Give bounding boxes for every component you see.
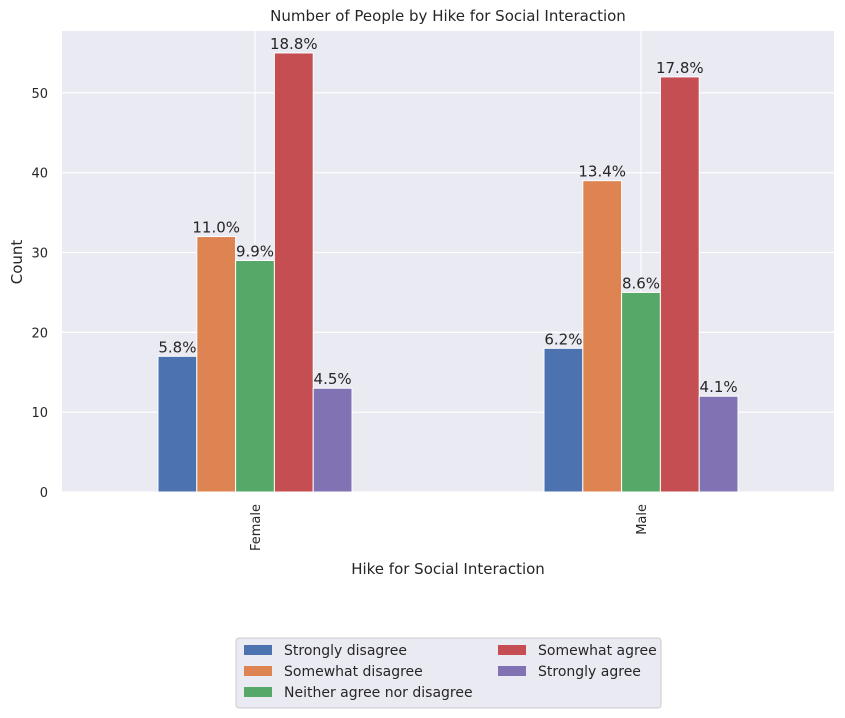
data-labels: 5.8% 6.2% 11.0% 13.4% 9.9% 8.6% 18.8% 17.8% 4.5%… [158,35,737,396]
data-label: 18.8% [270,35,318,53]
y-tick-label: 10 [31,406,48,421]
data-label: 6.2% [544,330,582,348]
bar [582,180,623,493]
bar [698,395,739,493]
bar [312,387,353,493]
bar [273,52,314,493]
bar [621,291,661,493]
data-label: 4.5% [314,370,352,388]
y-axis-title: Count [8,240,26,285]
legend-label: Neither agree nor disagree [284,685,473,701]
data-label: 4.1% [700,378,738,396]
bar [235,260,275,493]
legend-box [235,637,662,709]
legend-swatch [498,645,526,655]
x-tick-labels: Female Male [249,504,650,551]
x-tick-label: Female [249,504,264,551]
y-tick-labels: 0 10 20 30 40 50 [31,87,48,501]
data-label: 8.6% [622,274,660,292]
legend-swatch [244,645,272,655]
y-tick-label: 20 [31,326,48,341]
legend-swatch [244,666,272,676]
bar [196,236,237,493]
bar [543,347,584,493]
data-label: 17.8% [656,59,704,77]
legend-label: Somewhat agree [538,643,657,659]
y-tick-label: 30 [31,247,48,262]
data-label: 9.9% [236,243,274,261]
x-tick-label: Male [635,504,650,535]
legend-swatch [498,666,526,676]
bars [157,52,739,493]
data-label: 5.8% [158,338,196,356]
chart-title: Number of People by Hike for Social Inte… [270,7,626,25]
y-tick-label: 50 [31,87,48,102]
bar [157,355,198,493]
bar [659,76,700,493]
legend-swatch [244,687,272,697]
y-tick-label: 0 [40,486,48,501]
y-tick-label: 40 [31,167,48,182]
data-label: 13.4% [578,163,626,181]
legend-label: Strongly agree [538,664,641,680]
legend-label: Somewhat disagree [284,664,423,680]
x-axis-title: Hike for Social Interaction [351,560,545,578]
legend-label: Strongly disagree [284,643,407,659]
legend: Strongly disagree Somewhat disagree Neithe… [235,637,662,709]
data-label: 11.0% [192,219,240,237]
